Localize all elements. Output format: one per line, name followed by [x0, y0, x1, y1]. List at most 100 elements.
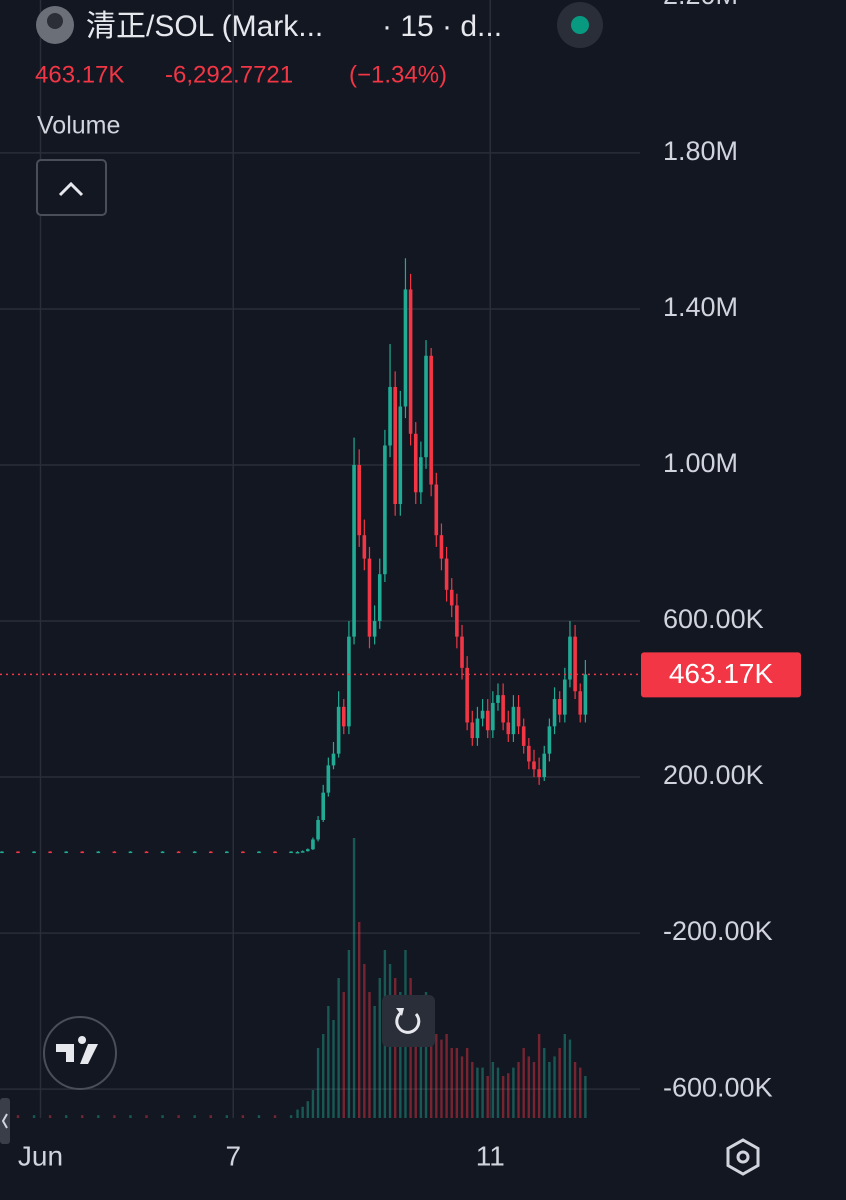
- volume-bar: [450, 1048, 453, 1118]
- volume-bar: [573, 1062, 577, 1118]
- candle-body: [583, 674, 588, 715]
- candle-body: [393, 386, 397, 504]
- candle-body: [413, 433, 418, 493]
- candle-body: [160, 851, 165, 854]
- candle-body: [501, 695, 505, 723]
- candle-body: [64, 851, 68, 854]
- volume-bar: [532, 1062, 536, 1118]
- volume-bar: [419, 1020, 423, 1118]
- volume-bar: [558, 1048, 561, 1118]
- settings-button[interactable]: [726, 1138, 760, 1176]
- side-tab[interactable]: [0, 1098, 10, 1144]
- candle-body: [480, 710, 485, 719]
- volume-bar: [352, 838, 356, 1118]
- volume-bar: [568, 1039, 572, 1118]
- price-change: -6,292.7721: [165, 61, 293, 88]
- candle-body: [295, 851, 300, 854]
- candle-body: [429, 355, 433, 485]
- volume-bar: [373, 1006, 376, 1118]
- volume-bar: [363, 964, 366, 1118]
- candle-body: [357, 464, 361, 536]
- candle-body: [434, 484, 439, 536]
- volume-bar: [522, 1048, 525, 1118]
- candle-body: [316, 819, 320, 840]
- candle-body: [557, 699, 562, 715]
- volume-bar: [435, 1034, 438, 1118]
- candle-body: [460, 636, 464, 668]
- last-price: 463.17K: [35, 61, 124, 88]
- candle-body: [516, 706, 521, 727]
- tradingview-logo-button[interactable]: [43, 1016, 117, 1090]
- volume-bar: [537, 1034, 541, 1118]
- volume-bar: [161, 1115, 164, 1118]
- candle-body: [341, 706, 346, 727]
- candle-body: [419, 457, 423, 493]
- candle-body: [547, 726, 552, 754]
- candle-body: [257, 851, 261, 854]
- volume-bar: [563, 1034, 567, 1118]
- volume-bar: [193, 1115, 196, 1118]
- candle-body: [311, 839, 315, 850]
- candle-body: [326, 765, 331, 793]
- y-tick-label: 200.00K: [663, 760, 764, 790]
- candle-body: [192, 851, 197, 854]
- candle-body: [372, 621, 377, 637]
- candle-body: [112, 851, 117, 854]
- volume-bar: [429, 1020, 433, 1118]
- volume-bar: [409, 978, 412, 1118]
- volume-bar: [512, 1067, 515, 1118]
- volume-bar: [440, 1039, 443, 1118]
- volume-bar: [257, 1115, 261, 1118]
- volume-bar: [460, 1056, 464, 1118]
- volume-bar: [465, 1048, 469, 1118]
- candle-body: [578, 691, 583, 715]
- reset-button[interactable]: [382, 995, 435, 1047]
- volume-bar: [501, 1076, 505, 1118]
- candle-body: [225, 851, 229, 854]
- candle-body: [475, 718, 480, 739]
- volume-bar: [548, 1062, 551, 1118]
- candle-body: [403, 289, 408, 407]
- volume-bar: [332, 1020, 335, 1118]
- candle-body: [424, 355, 428, 458]
- axes: -600.00K -200.00K 200.00K 600.00K 1.00M 1.40M…: [0, 0, 801, 1171]
- volume-bar: [337, 978, 340, 1118]
- candle-body: [128, 851, 133, 854]
- candle-body: [80, 851, 85, 854]
- candle-body: [506, 722, 511, 735]
- candle-body: [542, 753, 547, 778]
- volume-bar: [81, 1115, 84, 1118]
- volume-bar: [113, 1115, 116, 1118]
- candle-body: [444, 558, 449, 590]
- candle-body: [241, 851, 245, 854]
- x-tick-label: 11: [476, 1140, 505, 1171]
- volume-bar: [579, 1067, 582, 1118]
- interval[interactable]: · 15 · d...: [382, 10, 502, 43]
- volume-legend: Volume: [37, 112, 120, 140]
- symbol-title[interactable]: 清正/SOL (Mark...: [86, 10, 323, 43]
- volume-bar: [496, 1067, 500, 1118]
- volume-bar: [316, 1048, 320, 1118]
- candle-body: [532, 761, 536, 770]
- candle-body: [388, 386, 392, 446]
- collapse-button[interactable]: [36, 159, 107, 216]
- candle-body: [336, 706, 341, 754]
- volume-bar: [273, 1115, 277, 1118]
- candle-body: [455, 605, 459, 637]
- volume-bar: [225, 1115, 229, 1118]
- candle-body: [208, 851, 213, 854]
- volume-bar: [48, 1115, 52, 1118]
- candle-body: [511, 706, 516, 735]
- volume-bar: [347, 950, 351, 1118]
- candle-body: [568, 636, 572, 680]
- x-tick-label: Jun: [18, 1140, 63, 1171]
- y-tick-label: -600.00K: [663, 1072, 773, 1102]
- volume-bar: [306, 1101, 309, 1118]
- candle-body: [48, 851, 52, 854]
- volume-bar: [399, 992, 402, 1118]
- candle-body: [377, 574, 382, 622]
- candle-body: [491, 702, 495, 731]
- volume-bar: [527, 1056, 531, 1118]
- last-price-tag: [641, 652, 801, 698]
